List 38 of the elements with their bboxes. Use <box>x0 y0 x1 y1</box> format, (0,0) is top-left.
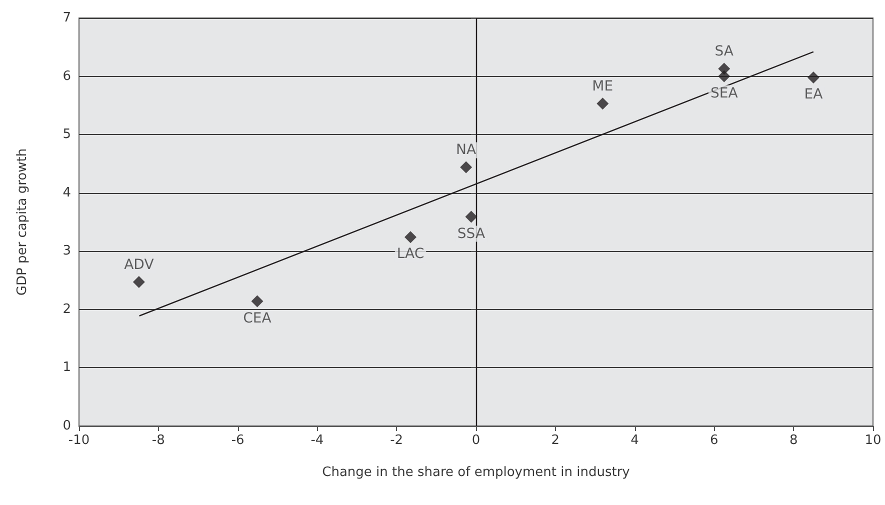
x-tick-label: -6 <box>231 433 244 448</box>
annotation: NA <box>456 142 477 158</box>
y-tick-label: 6 <box>62 68 71 84</box>
x-tick-label: 4 <box>630 433 639 448</box>
point <box>465 210 478 223</box>
point <box>132 276 145 288</box>
point <box>404 231 416 244</box>
y-tick-label: 4 <box>62 185 71 200</box>
x-tick-label: 10 <box>864 433 882 448</box>
x-tick-label: -4 <box>310 433 324 448</box>
x-tick-label: -10 <box>68 433 90 448</box>
x-tick-label: -8 <box>152 433 165 448</box>
annotation: SEA <box>710 85 738 102</box>
x-tick-label: -2 <box>390 433 404 448</box>
annotation: SA <box>714 44 734 60</box>
point <box>807 71 820 84</box>
annotation: ME <box>592 78 614 95</box>
point <box>596 98 609 110</box>
point <box>251 295 264 308</box>
x-tick-label: 2 <box>551 433 560 448</box>
y-tick-label: 3 <box>62 244 71 259</box>
y-tick-label: 2 <box>62 302 71 317</box>
y-tick-label: 7 <box>62 10 71 26</box>
point <box>460 161 472 174</box>
annotation: LAC <box>396 246 424 262</box>
y-tick-label: 5 <box>62 127 71 142</box>
y-tick-label: 0 <box>62 418 71 434</box>
point <box>718 70 730 82</box>
annotation: CEA <box>243 310 272 326</box>
annotation: ADV <box>124 257 154 274</box>
y-axis-title: GDP per capita growth <box>15 148 30 296</box>
annotation: SSA <box>457 226 486 242</box>
annotation: EA <box>804 86 824 102</box>
x-axis-title: Change in the share of employment in industry <box>322 465 630 480</box>
x-tick-label: 6 <box>710 433 718 448</box>
x-tick-label: 8 <box>789 433 798 448</box>
y-tick-label: 1 <box>62 360 71 376</box>
x-tick-label: 0 <box>472 433 480 448</box>
